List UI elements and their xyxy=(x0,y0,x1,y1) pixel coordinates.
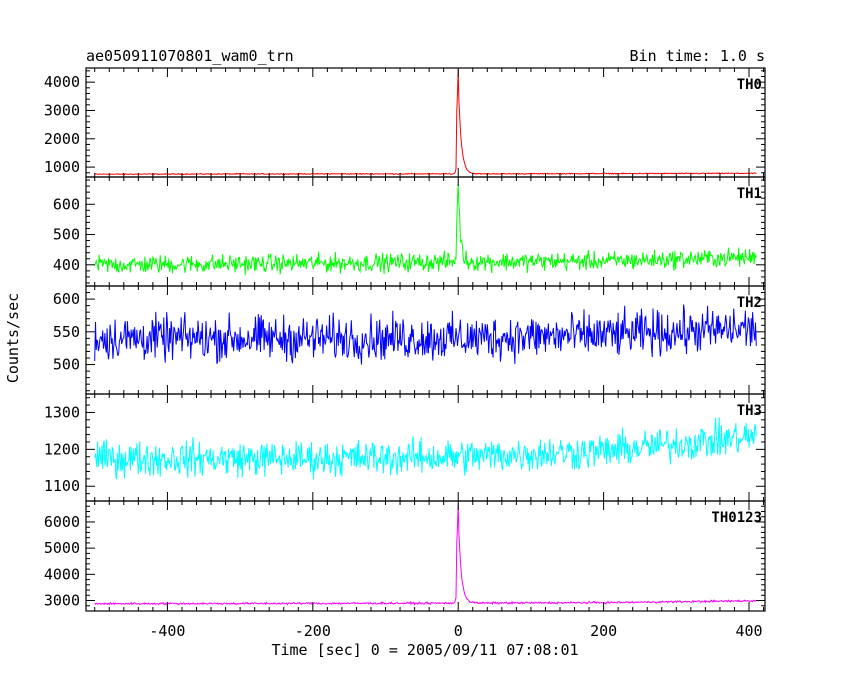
y-tick-label: 1100 xyxy=(44,477,80,495)
y-tick-label: 600 xyxy=(53,195,80,213)
series-line-th0 xyxy=(94,69,757,176)
y-tick-label: 400 xyxy=(53,256,80,274)
panel-label-th3: TH3 xyxy=(737,403,762,419)
panel-frame-th0123 xyxy=(85,500,766,612)
series-line-th2 xyxy=(94,304,757,365)
x-tick-label: 400 xyxy=(735,622,762,640)
panel-label-th2: TH2 xyxy=(737,295,762,311)
y-tick-label: 600 xyxy=(53,290,80,308)
x-tick-label: -200 xyxy=(295,622,331,640)
series-line-th3 xyxy=(94,417,757,480)
y-tick-label: 1200 xyxy=(44,440,80,458)
y-tick-label: 1000 xyxy=(44,158,80,176)
y-tick-label: 500 xyxy=(53,226,80,244)
y-tick-label: 3000 xyxy=(44,592,80,610)
series-line-th0123 xyxy=(94,504,757,606)
panel-frame-th1 xyxy=(85,176,766,287)
panel-frame-th3 xyxy=(85,393,766,502)
x-tick-label: 0 xyxy=(454,622,463,640)
bin-time-label: Bin time: 1.0 s xyxy=(630,47,765,65)
y-tick-label: 2000 xyxy=(44,130,80,148)
chart-title: ae050911070801_wam0_trn xyxy=(86,47,294,65)
y-tick-label: 3000 xyxy=(44,101,80,119)
panel-label-th0123: TH0123 xyxy=(711,510,762,526)
y-tick-label: 550 xyxy=(53,323,80,341)
y-tick-label: 500 xyxy=(53,356,80,374)
x-axis-label: Time [sec] 0 = 2005/09/11 07:08:01 xyxy=(271,641,578,659)
y-tick-label: 4000 xyxy=(44,565,80,583)
panel-label-th1: TH1 xyxy=(737,186,762,202)
series-line-th1 xyxy=(94,183,757,276)
y-tick-label: 1300 xyxy=(44,403,80,421)
panel-label-th0: TH0 xyxy=(737,77,762,93)
y-axis-label: Counts/sec xyxy=(4,293,22,383)
x-tick-label: -400 xyxy=(149,622,185,640)
x-tick-label: 200 xyxy=(590,622,617,640)
y-tick-label: 5000 xyxy=(44,539,80,557)
panel-frame-th0 xyxy=(85,67,766,178)
y-tick-label: 6000 xyxy=(44,513,80,531)
y-tick-label: 4000 xyxy=(44,73,80,91)
